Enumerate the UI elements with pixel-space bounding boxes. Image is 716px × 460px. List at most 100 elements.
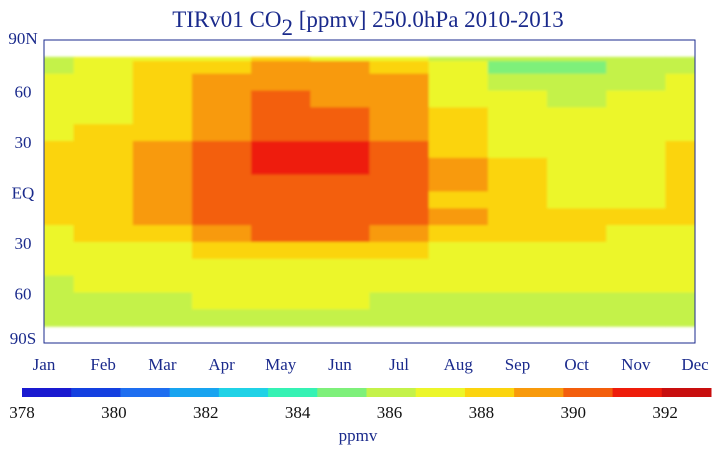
heatmap-cell — [44, 309, 75, 327]
heatmap-cell — [547, 208, 607, 226]
heatmap-cell — [251, 309, 311, 327]
heatmap-cell — [665, 90, 695, 108]
heatmap-cell — [191, 141, 252, 159]
heatmap-cell — [191, 73, 252, 92]
heatmap-cell — [606, 258, 667, 277]
heatmap-cell — [606, 242, 667, 260]
colorbar-tick-label: 392 — [652, 403, 678, 422]
y-axis: 90N 60 30 EQ 30 60 90S — [8, 29, 37, 348]
heatmap-cell — [132, 242, 193, 260]
heatmap-cell — [487, 208, 548, 226]
heatmap-cell — [251, 258, 311, 277]
heatmap-cell — [310, 107, 371, 125]
heatmap-cell — [44, 107, 75, 125]
heatmap-cell — [191, 174, 252, 193]
heatmap-cell — [132, 61, 193, 75]
heatmap-cell — [487, 56, 548, 62]
heatmap-cell — [132, 56, 193, 62]
heatmap-cell — [191, 191, 252, 209]
plot-frame — [43, 39, 696, 344]
colorbar-swatch — [612, 388, 663, 397]
heatmap-cell — [310, 191, 371, 209]
heatmap-cell — [665, 242, 695, 260]
heatmap-cell — [665, 275, 695, 294]
heatmap-cell — [606, 275, 667, 294]
x-tick-label: Oct — [564, 355, 589, 374]
heatmap-cell — [606, 225, 667, 243]
heatmap-cell — [73, 56, 134, 62]
heatmap-cell — [73, 157, 134, 176]
heatmap-cell — [310, 309, 371, 327]
heatmap-cell — [251, 292, 311, 310]
heatmap-cell — [606, 208, 667, 226]
colorbar-swatch — [268, 388, 318, 397]
heatmap-cell — [428, 61, 489, 75]
heatmap-cell — [369, 73, 430, 92]
heatmap-cell — [132, 258, 193, 277]
x-tick-label: Jan — [33, 355, 56, 374]
heatmap-cell — [487, 124, 548, 142]
heatmap-cell — [310, 275, 371, 294]
heatmap-cell — [310, 56, 371, 62]
heatmap-cell — [547, 141, 607, 159]
y-tick-label: 90S — [10, 329, 36, 348]
heatmap-cell — [310, 225, 371, 243]
heatmap-cell — [44, 141, 75, 159]
heatmap-cell — [73, 275, 134, 294]
heatmap-cell — [606, 56, 667, 62]
y-tick-label: 90N — [8, 29, 37, 48]
colorbar-tick-label: 384 — [285, 403, 311, 422]
heatmap-cell — [132, 73, 193, 92]
heatmap-cell — [73, 208, 134, 226]
heatmap-cell — [428, 225, 489, 243]
heatmap-cell — [547, 242, 607, 260]
heatmap-cell — [369, 292, 430, 310]
heatmap-cell — [428, 208, 489, 226]
heatmap-cell — [369, 225, 430, 243]
heatmap-cell — [487, 225, 548, 243]
heatmap-cell — [132, 309, 193, 327]
heatmap-cell — [547, 56, 607, 62]
heatmap-cell — [428, 242, 489, 260]
heatmap-cell — [369, 90, 430, 108]
heatmap-cell — [44, 191, 75, 209]
heatmap-cell — [369, 124, 430, 142]
heatmap-cell — [369, 174, 430, 193]
heatmap-cell — [665, 258, 695, 277]
colorbar-swatch — [514, 388, 564, 397]
x-tick-label: Mar — [148, 355, 177, 374]
colorbar-swatch — [218, 388, 269, 397]
colorbar: 378 380 382 384 386 388 390 392 ppmv — [9, 388, 712, 445]
heatmap-cell — [665, 141, 695, 159]
colorbar-tick-label: 388 — [469, 403, 495, 422]
colorbar-tick-label: 380 — [101, 403, 127, 422]
heatmap-cell — [191, 242, 252, 260]
heatmap-cell — [665, 309, 695, 327]
heatmap-cell — [428, 258, 489, 277]
heatmap-cell — [251, 208, 311, 226]
y-tick-label: 30 — [15, 234, 32, 253]
heatmap-cell — [44, 174, 75, 193]
heatmap-cell — [487, 90, 548, 108]
heatmap-cell — [44, 56, 75, 62]
colorbar-swatches — [22, 388, 712, 397]
heatmap-cell — [44, 242, 75, 260]
heatmap-cell — [547, 191, 607, 209]
heatmap-cell — [428, 56, 489, 62]
heatmap-cell — [251, 56, 311, 62]
heatmap-cell — [547, 225, 607, 243]
y-tick-label: 30 — [15, 133, 32, 152]
heatmap-cell — [132, 292, 193, 310]
heatmap-cell — [369, 242, 430, 260]
heatmap-cell — [428, 275, 489, 294]
heatmap-cell — [73, 258, 134, 277]
heatmap-cell — [251, 73, 311, 92]
heatmap-cell — [547, 309, 607, 327]
heatmap-cell — [369, 309, 430, 327]
heatmap-cell — [665, 61, 695, 75]
heatmap-cell — [191, 258, 252, 277]
colorbar-swatch — [464, 388, 515, 397]
heatmap-cell — [132, 208, 193, 226]
heatmap-cell — [73, 141, 134, 159]
heatmap-cell — [44, 157, 75, 176]
